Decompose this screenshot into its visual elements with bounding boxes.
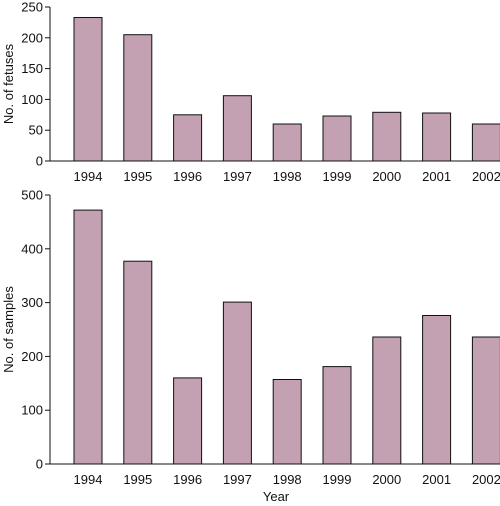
bar-2000 — [372, 336, 402, 465]
x-tick-label: 2001 — [422, 169, 451, 184]
bar-2001 — [422, 112, 452, 162]
bar-1998 — [272, 379, 302, 465]
x-tick-label: 2000 — [372, 472, 401, 487]
x-tick-label: 2002 — [472, 169, 500, 184]
bar-1997 — [222, 95, 252, 162]
bar-2002 — [471, 336, 500, 465]
x-axis-title: Year — [263, 489, 290, 504]
x-tick-label: 1999 — [323, 169, 352, 184]
x-tick-label: 1997 — [223, 169, 252, 184]
bar-1994 — [73, 209, 103, 465]
y-tick-label: 0 — [36, 457, 43, 472]
bar-1999 — [322, 115, 352, 162]
y-tick-label: 300 — [21, 295, 43, 310]
x-tick-label: 2000 — [372, 169, 401, 184]
y-tick-label: 100 — [21, 403, 43, 418]
bar-2001 — [422, 315, 452, 465]
y-axis-title: No. of fetuses — [1, 43, 16, 124]
y-tick-label: 150 — [21, 61, 43, 76]
x-tick-label: 1999 — [323, 472, 352, 487]
bar-1997 — [222, 301, 252, 465]
x-tick-label: 1994 — [74, 169, 103, 184]
x-tick-label: 1996 — [173, 169, 202, 184]
y-tick-label: 400 — [21, 241, 43, 256]
y-tick-label: 250 — [21, 0, 43, 15]
x-tick-label: 1998 — [273, 169, 302, 184]
bar-1995 — [123, 260, 153, 465]
x-tick-label: 1998 — [273, 472, 302, 487]
x-tick-label: 1995 — [123, 169, 152, 184]
x-tick-label: 2002 — [472, 472, 500, 487]
bar-2002 — [471, 123, 500, 162]
bar-1996 — [173, 377, 203, 465]
x-tick-label: 1995 — [123, 472, 152, 487]
y-tick-label: 0 — [36, 154, 43, 169]
bar-1994 — [73, 17, 103, 162]
y-tick-label: 50 — [29, 123, 43, 138]
y-tick-label: 100 — [21, 92, 43, 107]
x-tick-label: 1994 — [74, 472, 103, 487]
y-tick-label: 200 — [21, 30, 43, 45]
y-axis-title: No. of samples — [1, 286, 16, 373]
x-tick-label: 2001 — [422, 472, 451, 487]
bar-1998 — [272, 123, 302, 162]
bar-1999 — [322, 366, 352, 465]
bar-1995 — [123, 34, 153, 162]
y-tick-label: 500 — [21, 188, 43, 203]
x-tick-label: 1996 — [173, 472, 202, 487]
bar-1996 — [173, 114, 203, 162]
y-tick-label: 200 — [21, 349, 43, 364]
bar-2000 — [372, 111, 402, 162]
x-tick-label: 1997 — [223, 472, 252, 487]
